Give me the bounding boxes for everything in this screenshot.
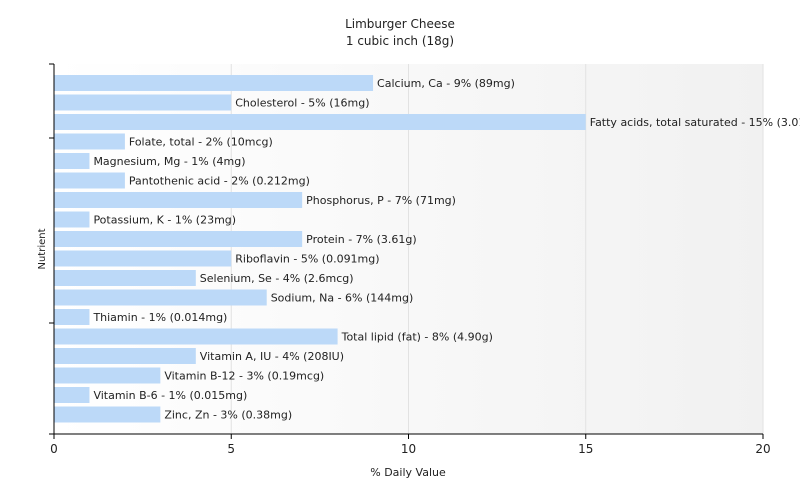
bar-label: Selenium, Se - 4% (2.6mcg)	[200, 272, 354, 285]
bar	[54, 211, 90, 228]
bar-label: Zinc, Zn - 3% (0.38mg)	[164, 409, 292, 422]
bar-label: Fatty acids, total saturated - 15% (3.01…	[590, 116, 800, 129]
y-axis-title: Nutrient	[37, 228, 48, 269]
bars: Calcium, Ca - 9% (89mg) Cholesterol - 5% …	[54, 75, 800, 423]
x-tick-label: 5	[227, 442, 235, 456]
x-axis-title: % Daily Value	[370, 466, 446, 479]
x-tick-label: 0	[50, 442, 58, 456]
bar	[54, 289, 267, 306]
bar-label: Vitamin A, IU - 4% (208IU)	[200, 350, 344, 363]
bar	[54, 192, 303, 208]
x-tick-label: 20	[755, 442, 770, 456]
bar-label: Total lipid (fat) - 8% (4.90g)	[341, 331, 493, 344]
bar-label: Magnesium, Mg - 1% (4mg)	[93, 155, 245, 168]
bar-label: Phosphorus, P - 7% (71mg)	[306, 194, 456, 207]
bar-label: Vitamin B-6 - 1% (0.015mg)	[93, 389, 247, 402]
bar	[54, 406, 161, 423]
bar	[54, 387, 90, 403]
bar	[54, 270, 196, 286]
bar-label: Cholesterol - 5% (16mg)	[235, 97, 369, 110]
x-tick-label: 15	[578, 442, 593, 456]
bar	[54, 309, 90, 325]
bar	[54, 114, 586, 130]
bar	[54, 348, 196, 364]
bar-label: Potassium, K - 1% (23mg)	[93, 214, 236, 227]
bar-label: Vitamin B-12 - 3% (0.19mcg)	[164, 370, 324, 383]
chart-subtitle: 1 cubic inch (18g)	[346, 34, 454, 48]
axes: 0 5 10 15 20	[49, 63, 771, 456]
bar-label: Calcium, Ca - 9% (89mg)	[377, 77, 515, 90]
chart-title: Limburger Cheese	[345, 17, 455, 31]
bar	[54, 172, 125, 189]
bar-label: Sodium, Na - 6% (144mg)	[271, 292, 414, 305]
bar-label: Riboflavin - 5% (0.091mg)	[235, 253, 379, 266]
bar	[54, 250, 232, 267]
x-tick-label: 10	[401, 442, 416, 456]
bar	[54, 328, 338, 345]
bar	[54, 133, 125, 150]
bar-label: Protein - 7% (3.61g)	[306, 233, 417, 246]
bar	[54, 75, 374, 91]
bar-label: Thiamin - 1% (0.014mg)	[92, 311, 227, 324]
bar	[54, 367, 161, 384]
bar	[54, 153, 90, 169]
bar	[54, 231, 303, 247]
bar-label: Pantothenic acid - 2% (0.212mg)	[129, 175, 310, 188]
bar-label: Folate, total - 2% (10mcg)	[129, 136, 273, 149]
bar	[54, 94, 232, 111]
